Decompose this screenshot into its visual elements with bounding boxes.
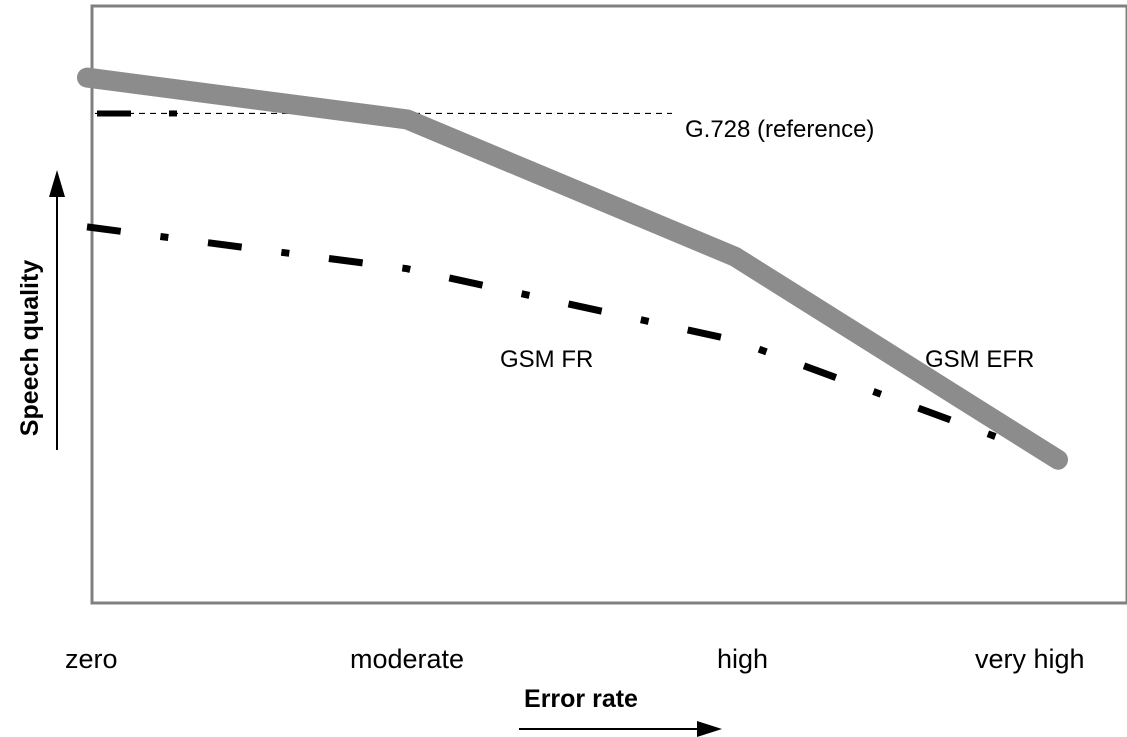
- x-tick-very-high: very high: [975, 644, 1085, 674]
- x-tick-moderate: moderate: [350, 644, 464, 674]
- y-axis-title: Speech quality: [16, 260, 44, 437]
- series-gsm-efr-line: [77, 67, 1068, 470]
- y-axis-arrow: [49, 170, 65, 450]
- x-tick-high: high: [717, 644, 768, 674]
- label-g728: G.728 (reference): [685, 116, 874, 143]
- x-tick-zero: zero: [65, 644, 118, 674]
- series-gsm-fr-line: [86, 223, 1060, 463]
- label-gsm-efr: GSM EFR: [925, 346, 1034, 373]
- label-gsm-fr: GSM FR: [500, 346, 593, 373]
- x-axis-title: Error rate: [524, 685, 638, 713]
- plot-frame: [90, 4, 1127, 605]
- x-axis-arrow: [519, 721, 722, 737]
